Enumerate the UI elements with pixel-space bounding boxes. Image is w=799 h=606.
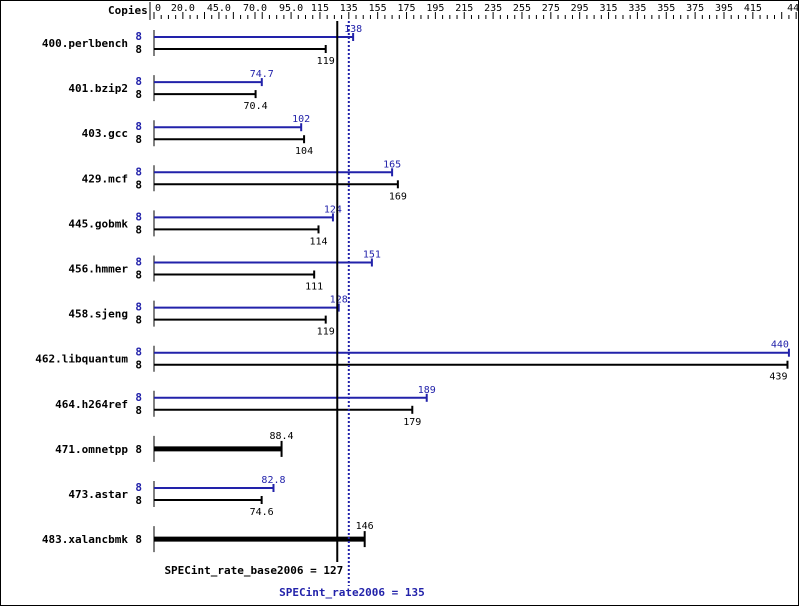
base-copies: 8 bbox=[135, 533, 142, 546]
base-value-label: 114 bbox=[309, 236, 327, 247]
base-value-label: 169 bbox=[389, 191, 407, 202]
benchmark-row: 464.h264ref 8 189 8 179 bbox=[55, 385, 436, 428]
peak-value-label: 151 bbox=[363, 250, 381, 261]
benchmark-row: 456.hmmer 8 151 8 111 bbox=[68, 250, 381, 293]
base-copies: 8 bbox=[135, 223, 142, 236]
tick-label: 115 bbox=[311, 3, 329, 14]
base-copies: 8 bbox=[135, 359, 142, 372]
benchmark-row: 403.gcc 8 102 8 104 bbox=[82, 114, 313, 157]
benchmark-name: 483.xalancbmk bbox=[42, 533, 128, 546]
tick-label: 255 bbox=[513, 3, 531, 14]
benchmark-row: 445.gobmk 8 124 8 114 bbox=[68, 204, 342, 247]
benchmark-row: 473.astar 8 82.8 8 74.6 bbox=[68, 475, 285, 518]
peak-value-label: 138 bbox=[344, 24, 362, 35]
benchmark-name: 445.gobmk bbox=[68, 217, 128, 230]
tick-label: 445 bbox=[787, 3, 799, 14]
tick-label: 45.0 bbox=[207, 3, 231, 14]
benchmark-name: 456.hmmer bbox=[68, 263, 128, 276]
benchmark-row: 471.omnetpp 8 88.4 bbox=[55, 431, 294, 462]
peak-copies: 8 bbox=[135, 256, 142, 269]
benchmark-name: 471.omnetpp bbox=[55, 443, 128, 456]
base-value-label: 74.6 bbox=[250, 507, 274, 518]
tick-label: 355 bbox=[657, 3, 675, 14]
peak-copies: 8 bbox=[135, 481, 142, 494]
tick-label: 195 bbox=[426, 3, 444, 14]
peak-value-label: 165 bbox=[383, 159, 401, 170]
tick-label: 135 bbox=[340, 3, 358, 14]
peak-value-label: 189 bbox=[418, 385, 436, 396]
base-copies: 8 bbox=[135, 43, 142, 56]
base-value-label: 111 bbox=[305, 282, 323, 293]
tick-label: 215 bbox=[455, 3, 473, 14]
tick-label: 295 bbox=[571, 3, 589, 14]
base-copies: 8 bbox=[135, 314, 142, 327]
base-copies: 8 bbox=[135, 133, 142, 146]
peak-copies: 8 bbox=[135, 391, 142, 404]
benchmark-name: 401.bzip2 bbox=[68, 82, 128, 95]
peak-copies: 8 bbox=[135, 210, 142, 223]
tick-label: 375 bbox=[686, 3, 704, 14]
base-copies: 8 bbox=[135, 443, 142, 456]
peak-value-label: 74.7 bbox=[250, 69, 274, 80]
tick-label: 95.0 bbox=[279, 3, 303, 14]
base-value-label: 439 bbox=[769, 372, 787, 383]
tick-label: 235 bbox=[484, 3, 502, 14]
base-copies: 8 bbox=[135, 494, 142, 507]
tick-label: 0 bbox=[155, 3, 161, 14]
benchmark-row: 462.libquantum 8 440 8 439 bbox=[35, 340, 790, 383]
tick-label: 335 bbox=[628, 3, 646, 14]
tick-label: 70.0 bbox=[243, 3, 267, 14]
tick-label: 20.0 bbox=[171, 3, 195, 14]
peak-value-label: 102 bbox=[292, 114, 310, 125]
axis-title: Copies bbox=[108, 4, 148, 17]
peak-copies: 8 bbox=[135, 120, 142, 133]
tick-label: 395 bbox=[715, 3, 733, 14]
base-reference-label: SPECint_rate_base2006 = 127 bbox=[164, 564, 343, 577]
base-value-label: 146 bbox=[356, 521, 374, 532]
peak-value-label: 124 bbox=[324, 204, 342, 215]
base-value-label: 70.4 bbox=[244, 101, 268, 112]
peak-copies: 8 bbox=[135, 165, 142, 178]
peak-copies: 8 bbox=[135, 301, 142, 314]
benchmark-row: 400.perlbench 8 138 8 119 bbox=[42, 24, 362, 67]
peak-reference-label: SPECint_rate2006 = 135 bbox=[279, 586, 425, 599]
base-value-label: 88.4 bbox=[270, 431, 294, 442]
benchmark-name: 464.h264ref bbox=[55, 398, 128, 411]
base-value-label: 119 bbox=[317, 327, 335, 338]
base-copies: 8 bbox=[135, 404, 142, 417]
benchmark-name: 458.sjeng bbox=[68, 308, 128, 321]
benchmark-name: 403.gcc bbox=[82, 127, 128, 140]
base-value-label: 179 bbox=[403, 417, 421, 428]
tick-label: 415 bbox=[744, 3, 762, 14]
base-copies: 8 bbox=[135, 178, 142, 191]
benchmark-row: 401.bzip2 8 74.7 8 70.4 bbox=[68, 69, 273, 112]
benchmark-name: 429.mcf bbox=[82, 172, 128, 185]
base-value-label: 104 bbox=[295, 146, 313, 157]
peak-copies: 8 bbox=[135, 75, 142, 88]
benchmark-name: 462.libquantum bbox=[35, 353, 128, 366]
tick-label: 155 bbox=[369, 3, 387, 14]
peak-copies: 8 bbox=[135, 346, 142, 359]
base-value-label: 119 bbox=[317, 56, 335, 67]
tick-label: 175 bbox=[397, 3, 415, 14]
peak-value-label: 128 bbox=[330, 295, 348, 306]
benchmark-row: 458.sjeng 8 128 8 119 bbox=[68, 295, 347, 338]
peak-copies: 8 bbox=[135, 30, 142, 43]
tick-label: 275 bbox=[542, 3, 560, 14]
benchmark-name: 400.perlbench bbox=[42, 37, 128, 50]
benchmark-row: 483.xalancbmk 8 146 bbox=[42, 521, 374, 553]
tick-label: 315 bbox=[600, 3, 618, 14]
benchmark-row: 429.mcf 8 165 8 169 bbox=[82, 159, 407, 202]
base-copies: 8 bbox=[135, 88, 142, 101]
peak-value-label: 440 bbox=[771, 340, 789, 351]
peak-value-label: 82.8 bbox=[261, 475, 285, 486]
base-copies: 8 bbox=[135, 269, 142, 282]
benchmark-name: 473.astar bbox=[68, 488, 128, 501]
